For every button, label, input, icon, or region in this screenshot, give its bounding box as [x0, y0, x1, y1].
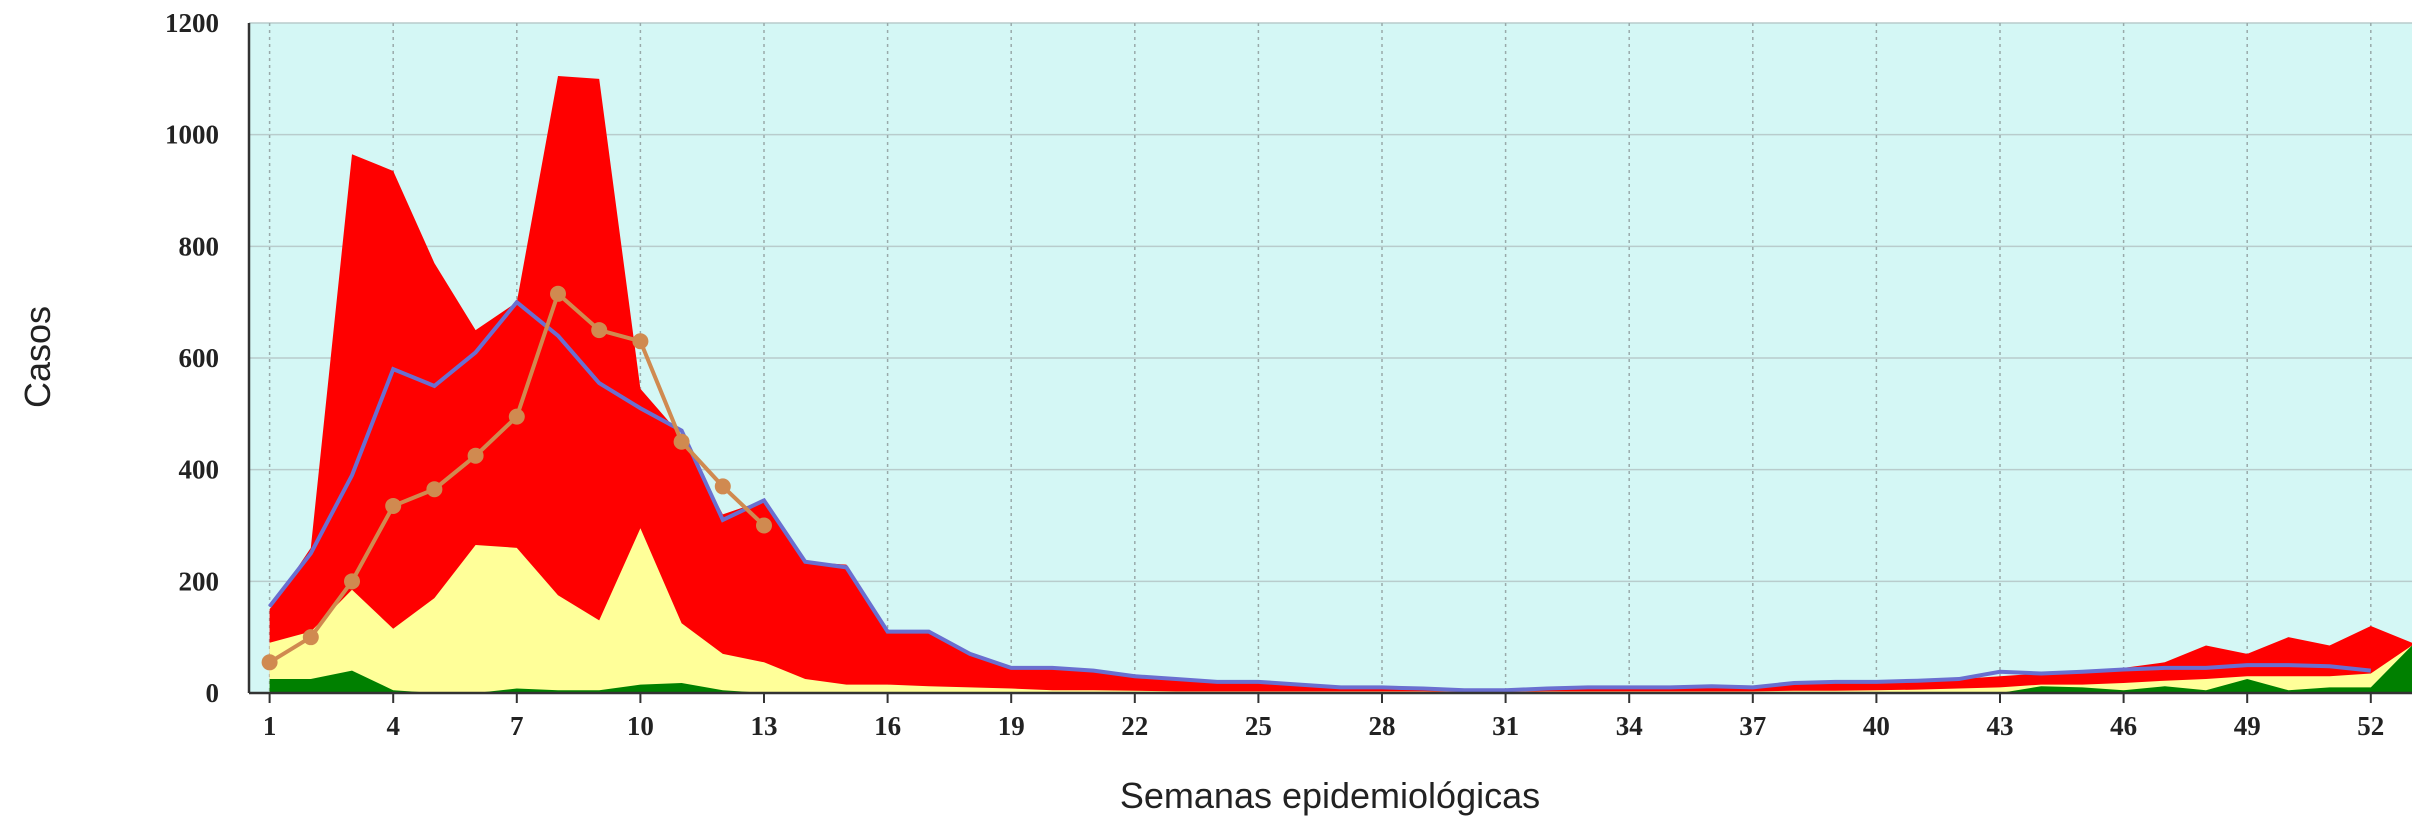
x-axis-title: Semanas epidemiológicas [1120, 775, 1540, 816]
point [550, 285, 566, 302]
x-tick-label: 46 [2110, 711, 2137, 741]
x-tick-label: 7 [510, 711, 524, 741]
point [632, 333, 649, 350]
point [426, 481, 443, 498]
point [714, 478, 731, 495]
x-tick-label: 43 [1987, 711, 2014, 741]
line [268, 299, 2372, 693]
x-tick-label: 19 [998, 711, 1025, 741]
x-tick-label: 16 [874, 711, 901, 741]
x-tick-label: 34 [1616, 711, 1643, 741]
y-tick-label: 0 [206, 678, 220, 708]
point [508, 408, 525, 425]
x-tick-label: 37 [1739, 711, 1766, 741]
point [591, 322, 608, 339]
x-tick-label: 49 [2234, 711, 2261, 741]
point [302, 629, 319, 646]
x-tick-label: 25 [1245, 711, 1272, 741]
point [756, 517, 772, 534]
point [673, 433, 690, 450]
x-tick-label: 22 [1121, 711, 1148, 741]
y-tick-label: 1000 [165, 120, 219, 150]
y-tick-label: 600 [179, 343, 220, 373]
point [261, 654, 278, 671]
y-tick-label: 200 [179, 566, 220, 596]
x-tick-label: 31 [1492, 711, 1519, 741]
x-tick-label: 1 [263, 711, 277, 741]
y-tick-label: 800 [179, 231, 220, 261]
x-tick-label: 52 [2357, 711, 2384, 741]
x-tick-label: 40 [1863, 711, 1890, 741]
area [269, 528, 2412, 693]
x-tick-label: 10 [627, 711, 654, 741]
y-axis-title: Casos [17, 306, 58, 408]
x-tick-label: 28 [1369, 711, 1396, 741]
point [467, 447, 484, 464]
y-tick-label: 400 [179, 455, 220, 485]
point [344, 573, 360, 590]
y-tick-label: 1200 [165, 8, 219, 38]
x-tick-label: 4 [386, 711, 400, 741]
point [385, 497, 402, 514]
x-tick-label: 13 [751, 711, 778, 741]
